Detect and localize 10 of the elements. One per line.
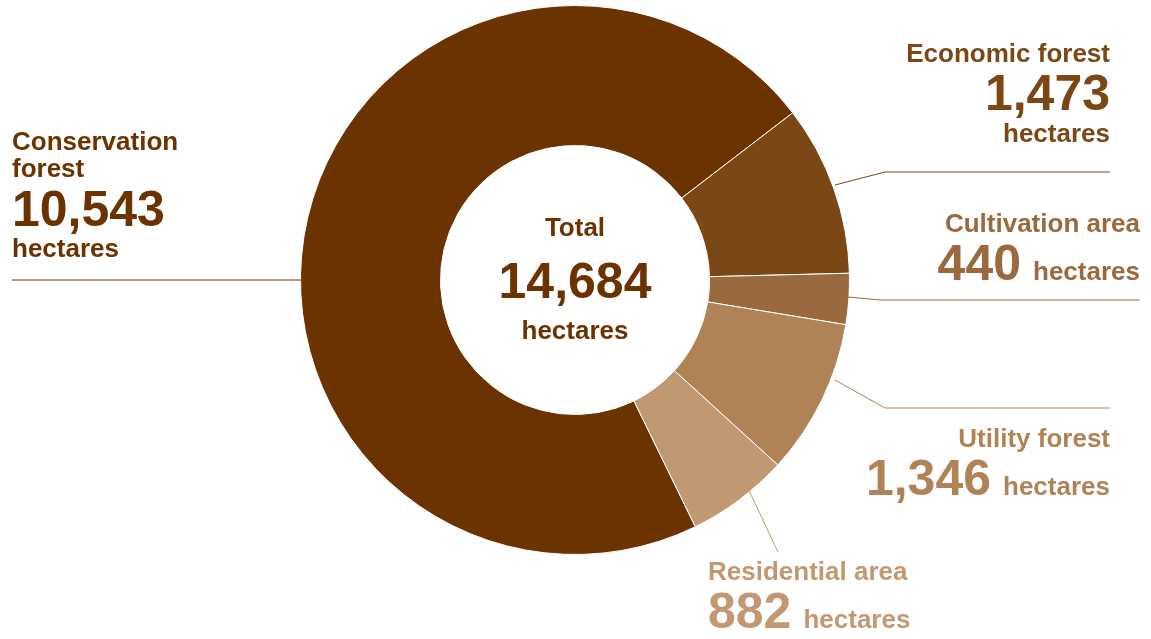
slice-label: Economic forest — [906, 38, 1110, 68]
text: 14,684 — [497, 252, 653, 310]
text: Total — [543, 212, 607, 243]
slice-label: Utility forest — [957, 423, 1110, 453]
data-label: 440 hectares — [937, 235, 1140, 292]
data-label: 1,473 hectares — [984, 65, 1110, 148]
slice-label: Residential area — [708, 556, 909, 586]
slice-label: Cultivation area — [943, 208, 1140, 238]
text: hectares — [520, 315, 630, 346]
data-label: 882 hectares — [708, 583, 911, 639]
